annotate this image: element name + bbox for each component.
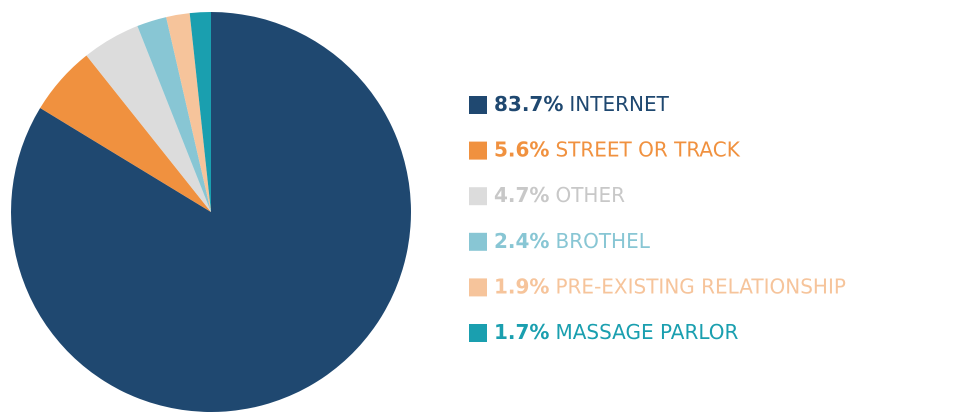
legend-category: PRE-EXISTING RELATIONSHIP (555, 274, 845, 298)
legend-category: INTERNET (569, 92, 669, 116)
legend-value: 4.7% (494, 183, 549, 207)
pie-slice (86, 26, 211, 212)
legend-label: 2.4% BROTHEL (494, 228, 651, 252)
legend-swatch (469, 324, 487, 342)
legend-category: OTHER (555, 183, 625, 207)
pie-slice (166, 13, 211, 212)
legend-value: 1.9% (494, 274, 549, 298)
legend-swatch (469, 187, 487, 206)
legend-category: MASSAGE PARLOR (555, 320, 738, 344)
legend-swatch (469, 232, 487, 251)
pie-slice (40, 55, 211, 213)
legend-label: 1.9% PRE-EXISTING RELATIONSHIP (494, 274, 846, 298)
pie-slice (189, 12, 211, 212)
legend-value: 83.7% (494, 92, 563, 116)
legend-label: 5.6% STREET OR TRACK (494, 137, 741, 161)
pie-slice (11, 12, 412, 412)
legend-value: 5.6% (494, 137, 549, 161)
legend-value: 2.4% (494, 228, 549, 252)
legend-swatch (469, 141, 487, 160)
pie-slice (137, 17, 211, 213)
legend-category: STREET OR TRACK (555, 137, 740, 161)
legend-swatch (469, 96, 487, 114)
legend-category: BROTHEL (555, 228, 650, 252)
legend-label: 1.7% MASSAGE PARLOR (494, 320, 739, 344)
legend-label: 4.7% OTHER (494, 183, 625, 207)
legend-value: 1.7% (494, 320, 549, 344)
legend-label: 83.7% INTERNET (494, 92, 670, 116)
legend-swatch (469, 278, 487, 297)
